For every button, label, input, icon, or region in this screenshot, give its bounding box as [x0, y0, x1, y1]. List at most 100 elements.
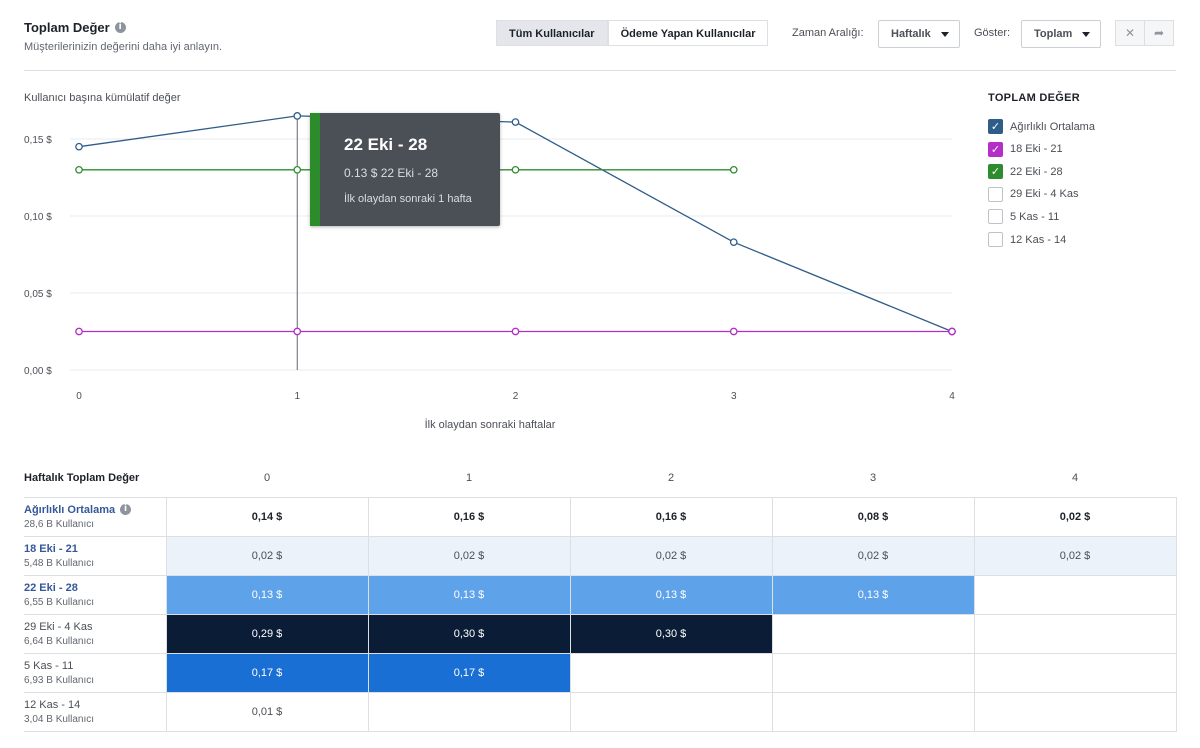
- table-title: Haftalık Toplam Değer: [24, 459, 166, 498]
- y-tick-label: 0,10 $: [24, 212, 52, 223]
- table-cell: 0,17 $: [367, 652, 571, 693]
- tab-all-users[interactable]: Tüm Kullanıcılar: [496, 20, 608, 46]
- legend-item[interactable]: ✓ 18 Eki - 21: [988, 141, 1063, 157]
- table-cell: 0,08 $: [771, 496, 975, 537]
- chart-title: Kullanıcı başına kümülatif değer: [24, 92, 181, 104]
- data-point[interactable]: [293, 165, 302, 174]
- table-row: 22 Eki - 28 6,55 B Kullanıcı 0,13 $0,13 $0…: [24, 574, 1177, 615]
- row-header: 29 Eki - 4 Kas 6,64 B Kullanıcı: [24, 613, 167, 654]
- page-title: Toplam Değer i: [24, 20, 126, 35]
- checkbox-icon[interactable]: [988, 232, 1003, 247]
- empty-cell: [973, 613, 1177, 654]
- cohort-user-count: 28,6 B Kullanıcı: [24, 518, 95, 530]
- empty-cell: [367, 691, 571, 732]
- x-tick-label: 0: [76, 391, 82, 402]
- legend-label: 12 Kas - 14: [1010, 233, 1067, 246]
- empty-cell: [973, 652, 1177, 693]
- table-row: 12 Kas - 14 3,04 B Kullanıcı 0,01 $: [24, 691, 1177, 732]
- empty-cell: [771, 691, 975, 732]
- time-range-label: Zaman Aralığı:: [792, 27, 864, 39]
- table-cell: 0,14 $: [165, 496, 369, 537]
- line-chart: 0,00 $ 0,05 $ 0,10 $ 0,15 $ 0 1 2 3 4 İlk olayd…: [24, 112, 956, 431]
- x-tick-label: 4: [949, 391, 955, 402]
- data-point[interactable]: [729, 238, 738, 247]
- column-header: 3: [772, 459, 974, 498]
- table-cell: 0,13 $: [165, 574, 369, 615]
- share-button[interactable]: ➦: [1144, 20, 1174, 46]
- y-tick-label: 0,15 $: [24, 135, 52, 146]
- row-header[interactable]: 18 Eki - 21 5,48 B Kullanıcı: [24, 535, 167, 576]
- checkbox-checked-icon[interactable]: ✓: [988, 119, 1003, 134]
- row-header: 5 Kas - 11 6,93 B Kullanıcı: [24, 652, 167, 693]
- tooltip-color-bar: [310, 113, 320, 226]
- table-row: 5 Kas - 11 6,93 B Kullanıcı 0,17 $0,17 $: [24, 652, 1177, 693]
- cohort-user-count: 6,55 B Kullanıcı: [24, 596, 95, 608]
- row-header[interactable]: Ağırlıklı Ortalama i 28,6 B Kullanıcı: [24, 496, 167, 537]
- empty-cell: [569, 652, 773, 693]
- data-point[interactable]: [75, 327, 83, 336]
- time-range-dropdown[interactable]: Haftalık: [878, 20, 960, 48]
- cohort-label[interactable]: 22 Eki - 28: [24, 581, 78, 594]
- data-point[interactable]: [729, 165, 738, 174]
- table-row: Ağırlıklı Ortalama i 28,6 B Kullanıcı 0,14 …: [24, 496, 1177, 537]
- table-cell: 0,02 $: [973, 535, 1177, 576]
- column-header: 4: [974, 459, 1176, 498]
- empty-cell: [973, 574, 1177, 615]
- cohort-user-count: 6,93 B Kullanıcı: [24, 674, 95, 686]
- checkbox-checked-icon[interactable]: ✓: [988, 141, 1003, 157]
- show-value: Toplam: [1034, 28, 1073, 40]
- legend-item[interactable]: 12 Kas - 14: [988, 232, 1066, 247]
- table-cell: 0,30 $: [569, 613, 773, 654]
- legend-item[interactable]: ✓ 22 Eki - 28: [988, 164, 1063, 180]
- data-point[interactable]: [75, 142, 83, 151]
- pin-button[interactable]: ✕: [1115, 20, 1145, 46]
- cohort-label[interactable]: Ağırlıklı Ortalama i: [24, 504, 166, 516]
- checkbox-icon[interactable]: [988, 186, 1003, 202]
- chevron-down-icon: [1082, 31, 1091, 37]
- info-icon[interactable]: i: [120, 504, 132, 515]
- tab-paying-users[interactable]: Ödeme Yapan Kullanıcılar: [607, 20, 769, 46]
- empty-cell: [569, 691, 773, 732]
- table-row: 18 Eki - 21 5,48 B Kullanıcı 0,02 $0,02 $0…: [24, 535, 1177, 576]
- legend-item[interactable]: 29 Eki - 4 Kas: [988, 186, 1079, 202]
- table-cell: 0,02 $: [367, 535, 571, 576]
- checkbox-checked-icon[interactable]: ✓: [988, 164, 1003, 180]
- legend-item[interactable]: 5 Kas - 11: [988, 209, 1059, 225]
- share-icon: ➦: [1153, 26, 1165, 40]
- cohort-label[interactable]: 18 Eki - 21: [24, 542, 78, 555]
- data-point[interactable]: [729, 327, 738, 336]
- data-point[interactable]: [948, 327, 956, 336]
- cohort-label: 5 Kas - 11: [24, 659, 74, 672]
- data-point[interactable]: [293, 327, 302, 336]
- legend-item[interactable]: ✓ Ağırlıklı Ortalama: [988, 119, 1095, 134]
- legend-label: 29 Eki - 4 Kas: [1010, 188, 1079, 201]
- data-point[interactable]: [511, 118, 520, 126]
- header-divider: [24, 70, 1176, 71]
- table-cell: 0,02 $: [973, 496, 1177, 537]
- y-tick-label: 0,00 $: [24, 366, 52, 377]
- data-point[interactable]: [293, 112, 302, 120]
- table-row: 29 Eki - 4 Kas 6,64 B Kullanıcı 0,29 $0,30…: [24, 613, 1177, 654]
- info-icon[interactable]: i: [114, 22, 126, 33]
- data-point[interactable]: [511, 165, 520, 174]
- page-subtitle: Müşterilerinizin değerini daha iyi anlay…: [24, 41, 223, 53]
- data-point[interactable]: [75, 165, 83, 174]
- user-segment-toggle: Tüm Kullanıcılar Ödeme Yapan Kullanıcıla…: [496, 20, 769, 46]
- row-header[interactable]: 22 Eki - 28 6,55 B Kullanıcı: [24, 574, 167, 615]
- x-tick-label: 2: [513, 391, 519, 402]
- x-tick-label: 3: [731, 391, 737, 402]
- checkbox-icon[interactable]: [988, 209, 1003, 225]
- cohort-label: 29 Eki - 4 Kas: [24, 620, 93, 633]
- time-range-value: Haftalık: [891, 28, 931, 40]
- legend-label: Ağırlıklı Ortalama: [1010, 120, 1095, 133]
- legend-label: 22 Eki - 28: [1010, 165, 1063, 178]
- table-cell: 0,13 $: [367, 574, 571, 615]
- show-dropdown[interactable]: Toplam: [1021, 20, 1102, 48]
- table-cell: 0,16 $: [569, 496, 773, 537]
- data-point[interactable]: [511, 327, 520, 336]
- chevron-down-icon: [940, 31, 949, 37]
- table-cell: 0,13 $: [771, 574, 975, 615]
- x-tick-label: 1: [294, 391, 300, 402]
- column-header: 0: [166, 459, 368, 498]
